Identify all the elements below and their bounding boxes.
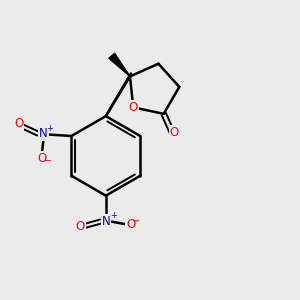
Text: O: O [126,218,135,231]
Text: O: O [76,220,85,233]
Text: O: O [169,126,179,139]
Text: O: O [14,117,23,130]
Text: N: N [101,215,110,228]
Text: −: − [132,216,140,226]
Text: N: N [39,127,48,140]
Text: +: + [46,124,53,133]
Text: −: − [44,156,52,166]
Text: +: + [110,211,117,220]
Polygon shape [109,53,130,76]
Text: O: O [129,101,138,114]
Text: O: O [37,152,46,165]
